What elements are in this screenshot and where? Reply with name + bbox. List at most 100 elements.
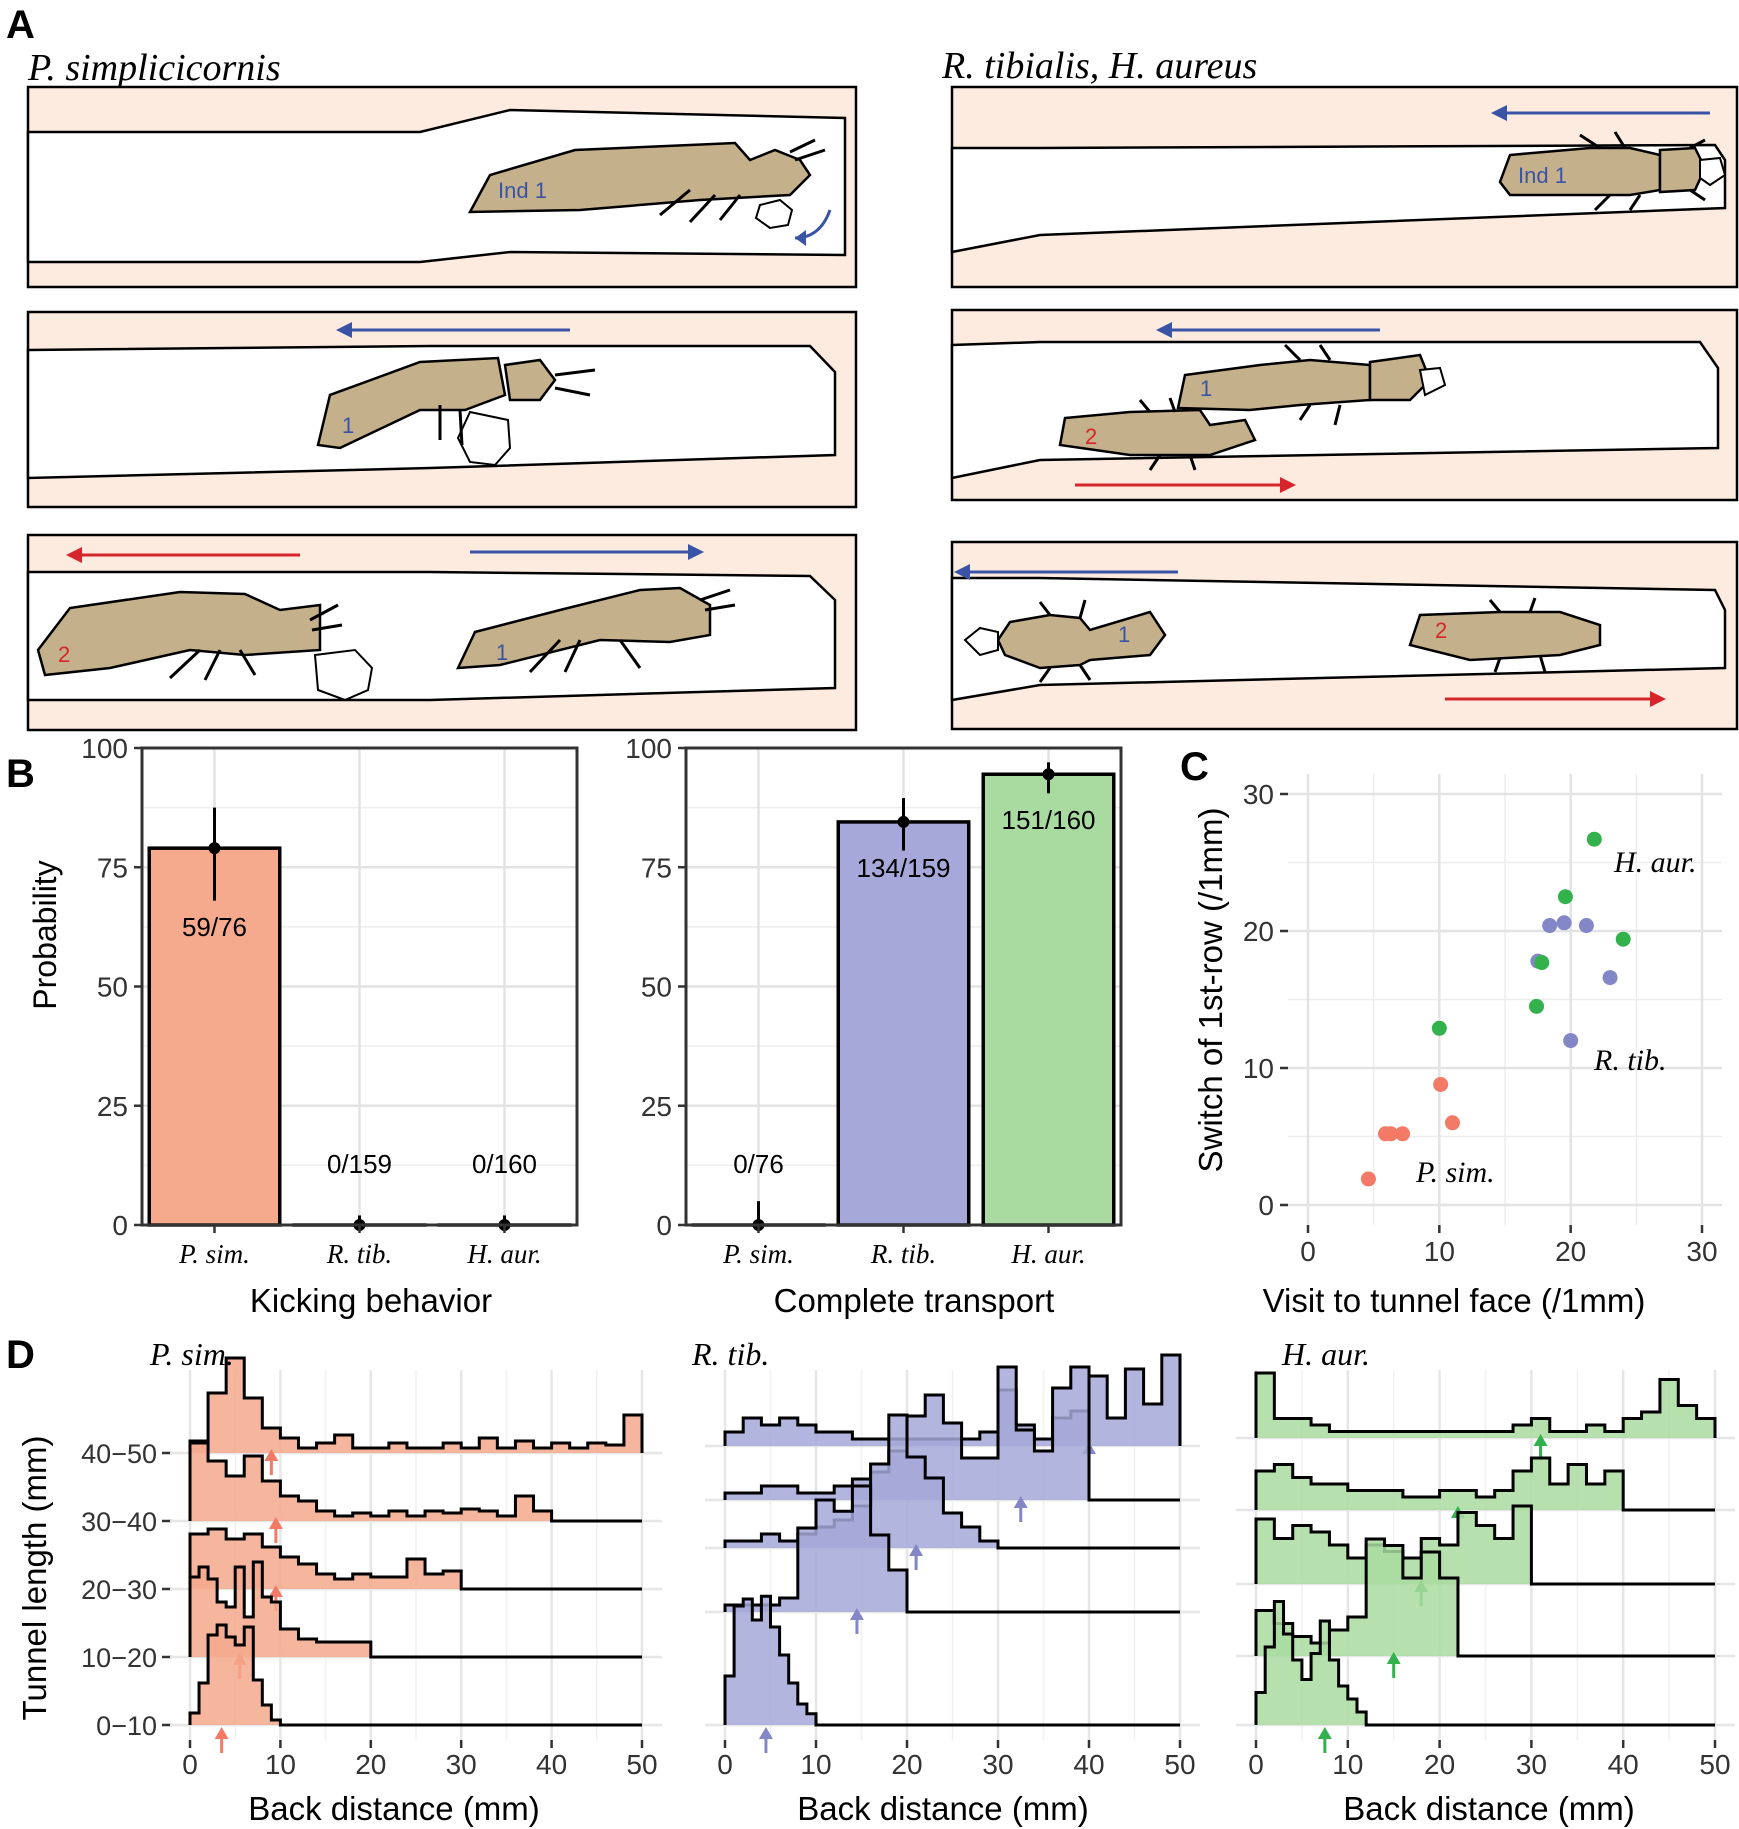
panel-letter-d: D	[6, 1333, 35, 1377]
median-arrow-head	[1013, 1496, 1028, 1508]
x-tick-label: P. sim.	[178, 1239, 250, 1269]
b1-ylabel: Probability	[27, 860, 63, 1009]
median-arrow-head	[909, 1544, 924, 1556]
histogram-line	[1254, 1600, 1715, 1727]
right-3-label-two: 2	[1435, 618, 1447, 643]
y-tick-label: 50	[97, 972, 128, 1003]
scatter-point	[1360, 1171, 1376, 1187]
x-tick-label: 30	[1686, 1236, 1717, 1267]
b1-xlabel: Kicking behavior	[250, 1282, 492, 1319]
histogram-area	[190, 1625, 281, 1725]
median-arrow-head	[214, 1727, 229, 1739]
d-title-p-sim: P. sim.	[149, 1336, 234, 1372]
x-tick-label: 20	[1424, 1749, 1455, 1780]
x-tick-label: 50	[1164, 1749, 1195, 1780]
histogram-line	[723, 1594, 1180, 1727]
bar-label: 0/76	[733, 1149, 784, 1179]
y-tick-label: 25	[641, 1091, 672, 1122]
x-tick-label: P. sim.	[722, 1239, 794, 1269]
y-tick-label: 100	[625, 733, 672, 764]
d-xlabel-1: Back distance (mm)	[248, 1790, 540, 1827]
x-tick-label: R. tib.	[870, 1239, 936, 1269]
x-tick-label: 10	[1424, 1236, 1455, 1267]
hist-panel: 0 10 20 30 40 50	[705, 1353, 1200, 1780]
x-tick-label: H. aur.	[466, 1239, 541, 1269]
tunnel-left-2: 1	[26, 310, 858, 509]
tunnel-right-2: 1 2	[950, 308, 1739, 502]
x-tick-label: 0	[1300, 1236, 1316, 1267]
histogram-line	[1254, 1537, 1715, 1658]
y-tick-label: 50	[641, 972, 672, 1003]
histogram-line	[1254, 1371, 1717, 1438]
histogram-area	[725, 1486, 907, 1612]
panel-letter-c: C	[1180, 745, 1209, 789]
row-label: 30−40	[81, 1507, 157, 1537]
median-arrow-head	[268, 1585, 283, 1597]
chart-b-transport: 0/76 134/159 151/160 0 25 50 75 100 P. sim. R. ti…	[625, 733, 1123, 1319]
median-arrow-head	[268, 1517, 283, 1529]
bar-label: 59/76	[182, 912, 247, 942]
mean-point	[897, 815, 910, 828]
panel-a-right-title: R. tibialis, H. aureus	[941, 45, 1257, 87]
c-label-r-tib: R. tib.	[1593, 1044, 1667, 1077]
b2-xlabel: Complete transport	[774, 1282, 1055, 1319]
histogram-area	[190, 1443, 552, 1521]
ind1-left-label: Ind 1	[498, 178, 547, 203]
mean-point	[1042, 768, 1055, 781]
x-tick-label: 30	[1516, 1749, 1547, 1780]
right-2-label-one: 1	[1200, 376, 1212, 401]
scatter-point	[1395, 1126, 1411, 1142]
histogram-line	[188, 1356, 644, 1453]
chart-d-histograms: 0−10 10−20 20−30 30−40 40−50 0 10 20 30 40 50 0 10 20…	[16, 1336, 1735, 1827]
scatter-point	[1529, 998, 1545, 1014]
scatter-point	[1602, 970, 1618, 986]
d-xlabel-2: Back distance (mm)	[797, 1790, 1089, 1827]
panel-a: P. simplicicornis R. tibialis, H. aureus…	[26, 45, 1739, 732]
hist-panel: 0 10 20 30 40 50	[170, 1356, 662, 1780]
y-tick-label: 10	[1243, 1053, 1274, 1084]
d-ylabel: Tunnel length (mm)	[16, 1436, 53, 1721]
histogram-area	[725, 1596, 816, 1725]
histogram-area	[1256, 1506, 1532, 1584]
d-title-h-aur: H. aur.	[1281, 1336, 1370, 1372]
x-tick-label: 40	[536, 1749, 567, 1780]
scatter-point	[1578, 918, 1594, 934]
tunnel-left-1: Ind 1	[26, 85, 858, 289]
scatter-point	[1383, 1126, 1399, 1142]
left-2-label-one: 1	[342, 413, 354, 438]
histogram-area	[725, 1415, 998, 1548]
x-tick-label: 0	[1248, 1749, 1264, 1780]
histogram-line	[723, 1365, 1180, 1502]
y-tick-label: 75	[641, 852, 672, 883]
d-title-r-tib: R. tib.	[691, 1336, 769, 1372]
x-tick-label: 20	[1555, 1236, 1586, 1267]
tunnel-right-3: 1 2	[950, 540, 1739, 731]
x-tick-label: 50	[626, 1749, 657, 1780]
scatter-point	[1557, 889, 1573, 905]
row-label: 40−50	[81, 1439, 157, 1469]
median-arrow-head	[1317, 1727, 1332, 1739]
bar	[836, 820, 971, 1227]
scatter-point	[1615, 931, 1631, 947]
y-tick-label: 0	[656, 1210, 672, 1241]
histogram-line	[1254, 1456, 1715, 1512]
x-tick-label: R. tib.	[326, 1239, 392, 1269]
panel-a-left-title: P. simplicicornis	[27, 47, 281, 89]
y-tick-label: 20	[1243, 916, 1274, 947]
scatter-point	[1542, 918, 1558, 934]
scatter-point	[1444, 1115, 1460, 1131]
x-tick-label: 10	[265, 1749, 296, 1780]
y-tick-label: 0	[112, 1210, 128, 1241]
y-tick-label: 75	[97, 852, 128, 883]
histogram-line	[188, 1441, 642, 1523]
left-3-label-two: 2	[58, 642, 70, 667]
median-arrow-head	[1533, 1434, 1548, 1446]
x-tick-label: 10	[800, 1749, 831, 1780]
d-xlabel-3: Back distance (mm)	[1343, 1790, 1635, 1827]
x-tick-label: 20	[355, 1749, 386, 1780]
histogram-area	[1256, 1539, 1458, 1656]
scatter-point	[1431, 1020, 1447, 1036]
x-tick-label: 10	[1332, 1749, 1363, 1780]
scatter-point	[1433, 1076, 1449, 1092]
y-tick-label: 0	[1258, 1190, 1274, 1221]
